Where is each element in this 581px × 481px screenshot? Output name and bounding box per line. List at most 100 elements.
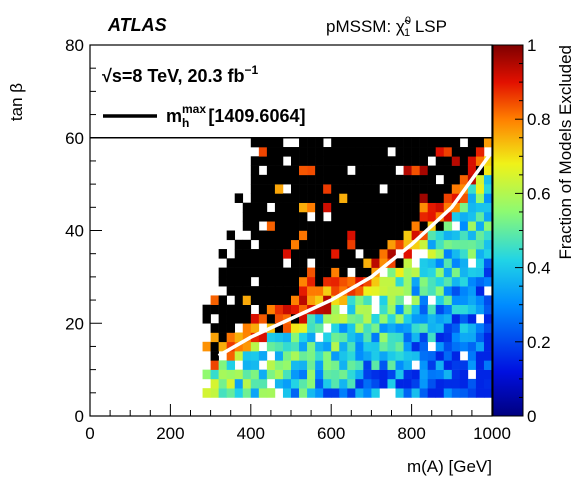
heatmap-cell xyxy=(475,202,485,213)
heatmap-cell xyxy=(483,174,492,185)
heatmap-cell xyxy=(258,193,268,203)
heatmap-cell xyxy=(459,304,469,315)
heatmap-cell xyxy=(371,313,380,324)
heatmap-cell xyxy=(331,267,340,278)
z-tick-label: 0.6 xyxy=(527,184,551,203)
heatmap-cell xyxy=(226,276,236,287)
heatmap-cell xyxy=(291,323,300,333)
heatmap-cell xyxy=(226,267,236,278)
heatmap-cell xyxy=(419,156,428,166)
heatmap-cell xyxy=(291,313,300,324)
heatmap-cell xyxy=(475,184,485,194)
heatmap-cell xyxy=(282,332,292,343)
heatmap-cell xyxy=(274,286,284,296)
heatmap-cell xyxy=(226,286,236,296)
heatmap-cell xyxy=(403,313,412,324)
heatmap-cell xyxy=(355,211,364,222)
heatmap-cell xyxy=(315,276,324,287)
heatmap-cell xyxy=(282,174,292,185)
heatmap-cell xyxy=(395,341,404,352)
heatmap-cell xyxy=(339,276,348,287)
heatmap-cell xyxy=(299,249,308,259)
model-label-suffix: LSP xyxy=(410,17,447,36)
heatmap-cell xyxy=(483,388,492,398)
heatmap-cell xyxy=(443,202,453,213)
heatmap-cell xyxy=(323,304,332,315)
heatmap-cell xyxy=(355,323,364,333)
energy-root: √ xyxy=(102,66,112,86)
heatmap-cell xyxy=(355,276,364,287)
y-tick-label: 20 xyxy=(65,314,84,333)
heatmap-cell xyxy=(395,137,404,148)
heatmap-cell xyxy=(315,230,324,241)
heatmap-cell xyxy=(274,351,284,361)
heatmap-cell xyxy=(355,193,364,203)
heatmap-cell xyxy=(307,221,316,231)
x-axis-label: m(A) [GeV] xyxy=(407,457,492,476)
heatmap-cell xyxy=(403,165,412,176)
heatmap-cell xyxy=(475,360,485,370)
heatmap-cell xyxy=(226,360,236,370)
heatmap-cell xyxy=(427,258,437,268)
heatmap-cell xyxy=(266,360,276,370)
heatmap-cell xyxy=(403,230,412,241)
heatmap-cell xyxy=(411,137,420,148)
heatmap-cell xyxy=(395,202,404,213)
heatmap-cell xyxy=(467,323,477,333)
heatmap-cell xyxy=(371,137,380,148)
heatmap-cell xyxy=(234,286,244,296)
heatmap-cell xyxy=(282,193,292,203)
heatmap-cell xyxy=(483,156,492,166)
heatmap-cell xyxy=(459,378,469,389)
heatmap-cell xyxy=(202,341,211,352)
heatmap-cell xyxy=(258,174,268,185)
heatmap-cell xyxy=(234,239,244,250)
heatmap-cell xyxy=(443,267,453,278)
heatmap-cell xyxy=(475,295,485,305)
heatmap-cell xyxy=(210,388,219,398)
heatmap-cell xyxy=(459,193,469,203)
heatmap-cell xyxy=(291,388,300,398)
heatmap-cell xyxy=(266,276,276,287)
heatmap-cell xyxy=(258,202,268,213)
heatmap-cell xyxy=(419,147,428,157)
heatmap-cell xyxy=(347,323,356,333)
y-axis-ticks: 0 20 40 60 80 xyxy=(65,36,102,426)
heatmap-cell xyxy=(331,211,340,222)
heatmap-cell xyxy=(250,156,260,166)
heatmap-cell xyxy=(250,323,260,333)
heatmap-cell xyxy=(331,174,340,185)
heatmap-cell xyxy=(323,174,332,185)
heatmap-cell xyxy=(483,165,492,176)
heatmap-cell xyxy=(459,239,469,250)
heatmap-cell xyxy=(347,174,356,185)
heatmap-cell xyxy=(323,249,332,259)
heatmap-cell xyxy=(387,267,396,278)
heatmap-cell xyxy=(435,332,445,343)
heatmap-cell xyxy=(339,211,348,222)
heatmap-cell xyxy=(467,147,477,157)
heatmap-cell xyxy=(331,239,340,250)
heatmap-cell xyxy=(371,360,380,370)
heatmap-cell xyxy=(443,313,453,324)
heatmap-cell xyxy=(266,184,276,194)
heatmap-cell xyxy=(443,249,453,259)
heatmap-cell xyxy=(274,147,284,157)
heatmap-cell xyxy=(242,378,252,389)
heatmap-cell xyxy=(323,332,332,343)
heatmap-cell xyxy=(210,369,219,380)
heatmap-cell xyxy=(299,351,308,361)
heatmap-cell xyxy=(379,369,388,380)
heatmap-cell xyxy=(331,360,340,370)
heatmap-cell xyxy=(475,267,485,278)
heatmap-cell xyxy=(331,156,340,166)
heatmap-cell xyxy=(307,230,316,241)
heatmap-cell xyxy=(282,351,292,361)
heatmap-cell xyxy=(443,156,453,166)
heatmap-cell xyxy=(266,137,276,148)
heatmap-cell xyxy=(371,211,380,222)
heatmap-cell xyxy=(363,174,372,185)
heatmap-cell xyxy=(258,369,268,380)
heatmap-cell xyxy=(242,341,252,352)
heatmap-cell xyxy=(242,332,252,343)
